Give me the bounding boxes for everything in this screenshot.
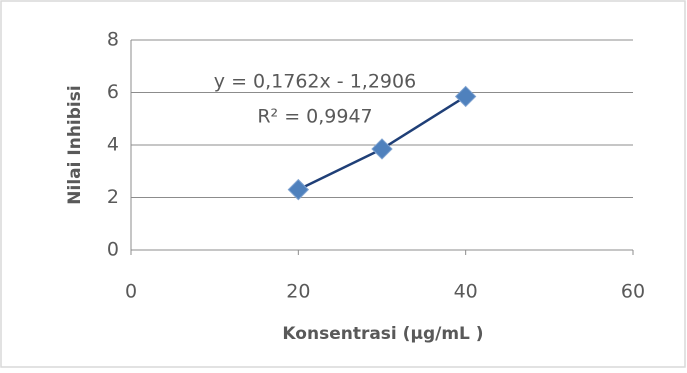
x-axis-title: Konsentrasi (µg/mL )	[282, 324, 483, 344]
y-tick-label: 2	[107, 186, 119, 208]
data-point	[287, 178, 310, 201]
x-tick-label: 20	[286, 281, 310, 303]
trendline-r2: R² = 0,9947	[257, 106, 372, 128]
trendline-equation: y = 0,1762x - 1,2906	[214, 71, 416, 93]
data-point	[454, 85, 477, 108]
x-tick-label: 60	[621, 281, 645, 303]
data-point	[371, 138, 393, 160]
y-tick-label: 4	[107, 134, 119, 156]
y-axis-title: Nilai Inhibisi	[65, 85, 85, 204]
x-tick-label: 0	[125, 281, 137, 303]
y-tick-label: 0	[107, 239, 119, 261]
x-tick-label: 40	[454, 281, 478, 303]
y-tick-label: 8	[107, 29, 119, 51]
y-tick-label: 6	[107, 81, 119, 103]
